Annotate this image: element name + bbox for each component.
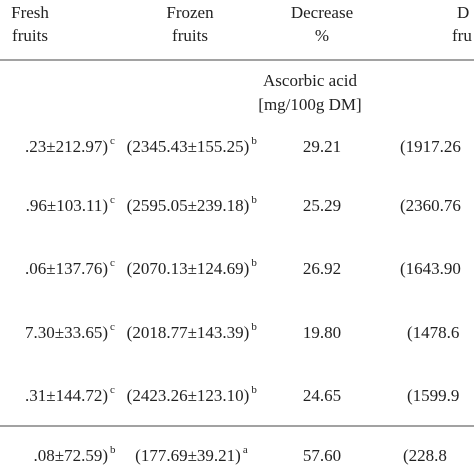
fresh-superscript: c xyxy=(110,384,115,396)
fresh-superscript: c xyxy=(110,135,115,147)
fresh-value: .96±103.11) xyxy=(26,196,108,215)
dried-value: (1478.6 xyxy=(407,323,459,342)
dried-value: (1643.90 xyxy=(400,259,461,278)
frozen-superscript: b xyxy=(251,321,257,333)
fresh-value: .08±72.59) xyxy=(34,446,109,465)
fresh-superscript: b xyxy=(110,444,116,456)
header-frozen: fruits xyxy=(172,26,208,45)
header-dried: fru xyxy=(452,26,472,45)
frozen-superscript: a xyxy=(243,444,248,456)
dried-value: (1599.9 xyxy=(407,386,459,405)
dried-value: (1917.26 xyxy=(400,137,461,156)
decrease-value: 57.60 xyxy=(303,446,341,465)
decrease-value: 24.65 xyxy=(303,386,341,405)
fresh-superscript: c xyxy=(110,321,115,333)
fresh-value: .06±137.76) xyxy=(25,259,108,278)
header-fresh: Fresh xyxy=(11,3,49,22)
frozen-value: (2070.13±124.69) xyxy=(127,259,250,278)
frozen-value: (2595.05±239.18) xyxy=(127,196,250,215)
frozen-value: (177.69±39.21) xyxy=(135,446,241,465)
frozen-value: (2018.77±143.39) xyxy=(127,323,250,342)
decrease-value: 25.29 xyxy=(303,196,341,215)
fresh-value: .31±144.72) xyxy=(25,386,108,405)
frozen-superscript: b xyxy=(251,257,257,269)
fresh-superscript: c xyxy=(110,257,115,269)
frozen-superscript: b xyxy=(251,384,257,396)
frozen-value: (2423.26±123.10) xyxy=(127,386,250,405)
header-decrease: Decrease xyxy=(291,3,353,22)
header-fresh: fruits xyxy=(12,26,48,45)
decrease-value: 29.21 xyxy=(303,137,341,156)
header-frozen: Frozen xyxy=(166,3,214,22)
dried-value: (2360.76 xyxy=(400,196,461,215)
dried-value: (228.8 xyxy=(403,446,447,465)
frozen-value: (2345.43±155.25) xyxy=(127,137,250,156)
fresh-superscript: c xyxy=(110,194,115,206)
frozen-superscript: b xyxy=(251,194,257,206)
unit-label: Ascorbic acid xyxy=(263,71,357,90)
fresh-value: 7.30±33.65) xyxy=(25,323,108,342)
unit-label: [mg/100g DM] xyxy=(258,95,361,114)
decrease-value: 19.80 xyxy=(303,323,341,342)
header-dried: D xyxy=(457,3,469,22)
frozen-superscript: b xyxy=(251,135,257,147)
fresh-value: .23±212.97) xyxy=(25,137,108,156)
decrease-value: 26.92 xyxy=(303,259,341,278)
header-decrease: % xyxy=(315,26,329,45)
